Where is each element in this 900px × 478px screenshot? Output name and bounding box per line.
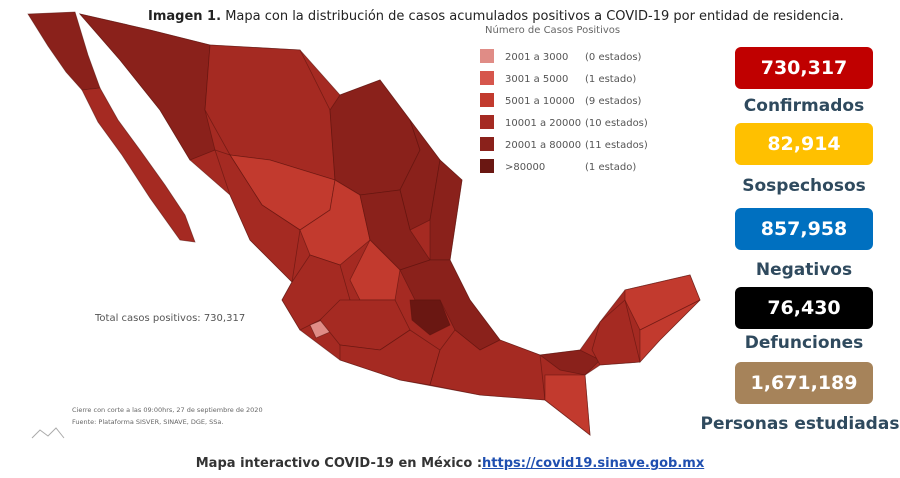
- stat-label: Personas estudiadas: [700, 414, 900, 434]
- legend-range: >80000: [505, 162, 545, 173]
- legend-range: 20001 a 80000: [505, 140, 581, 151]
- legend-count: (9 estados): [585, 96, 642, 107]
- logo-mark: [31, 427, 65, 439]
- title-bold: Imagen 1.: [148, 9, 222, 24]
- mexico-map: [27, 11, 701, 436]
- stat-label: Confirmados: [743, 96, 865, 116]
- title-text: Mapa con la distribución de casos acumul…: [225, 9, 844, 24]
- legend-count: (1 estado): [585, 162, 636, 173]
- mexico-cdmx: [409, 299, 451, 336]
- map: Número de Casos Positivos 2001 a 3000 (0 …: [27, 11, 701, 439]
- footer-text: Mapa interactivo COVID-19 en México :: [195, 456, 483, 471]
- footer: Mapa interactivo COVID-19 en México :htt…: [0, 456, 900, 471]
- stat-value: 82,914: [735, 123, 873, 165]
- stat-value: 76,430: [735, 287, 873, 329]
- legend-count: (1 estado): [585, 74, 636, 85]
- legend-swatch: [480, 159, 494, 173]
- stat-label: Defunciones: [744, 333, 864, 353]
- tabasco: [538, 349, 601, 376]
- legend-swatch: [480, 137, 494, 151]
- sinaloa: [214, 149, 301, 283]
- legend-range: 2001 a 3000: [505, 52, 568, 63]
- legend-range: 5001 a 10000: [505, 96, 575, 107]
- stat-label: Sospechosos: [742, 176, 866, 196]
- legend-swatch: [480, 71, 494, 85]
- footer-link[interactable]: https://covid19.sinave.gob.mx: [482, 456, 705, 471]
- logo: [31, 427, 65, 439]
- note: Fuente: Plataforma SISVER, SINAVE, DGE, …: [72, 418, 223, 426]
- sonora: [78, 13, 216, 161]
- legend-range: 3001 a 5000: [505, 74, 568, 85]
- chiapas: [544, 374, 591, 436]
- quintana-roo: [639, 299, 701, 364]
- stat-label: Negativos: [755, 260, 853, 280]
- legend-count: (10 estados): [585, 118, 648, 129]
- stat-value: 857,958: [735, 208, 873, 250]
- title: Imagen 1. Mapa con la distribución de ca…: [148, 9, 844, 24]
- legend-range: 10001 a 20000: [505, 118, 581, 129]
- legend-swatch: [480, 93, 494, 107]
- stat-value: 1,671,189: [735, 362, 873, 404]
- legend-count: (0 estados): [585, 52, 642, 63]
- note: Cierre con corte a las 09:00hrs, 27 de s…: [72, 406, 263, 414]
- legend-swatch: [480, 49, 494, 63]
- total-cases: Total casos positivos: 730,317: [94, 313, 245, 324]
- baja-california-sur: [81, 87, 196, 243]
- legend-swatch: [480, 115, 494, 129]
- legend-title: Número de Casos Positivos: [485, 24, 620, 36]
- legend: 2001 a 3000 (0 estados) 3001 a 5000 (1 esta…: [480, 49, 648, 173]
- campeche: [591, 299, 641, 366]
- stat-value: 730,317: [735, 47, 873, 89]
- legend-count: (11 estados): [585, 140, 648, 151]
